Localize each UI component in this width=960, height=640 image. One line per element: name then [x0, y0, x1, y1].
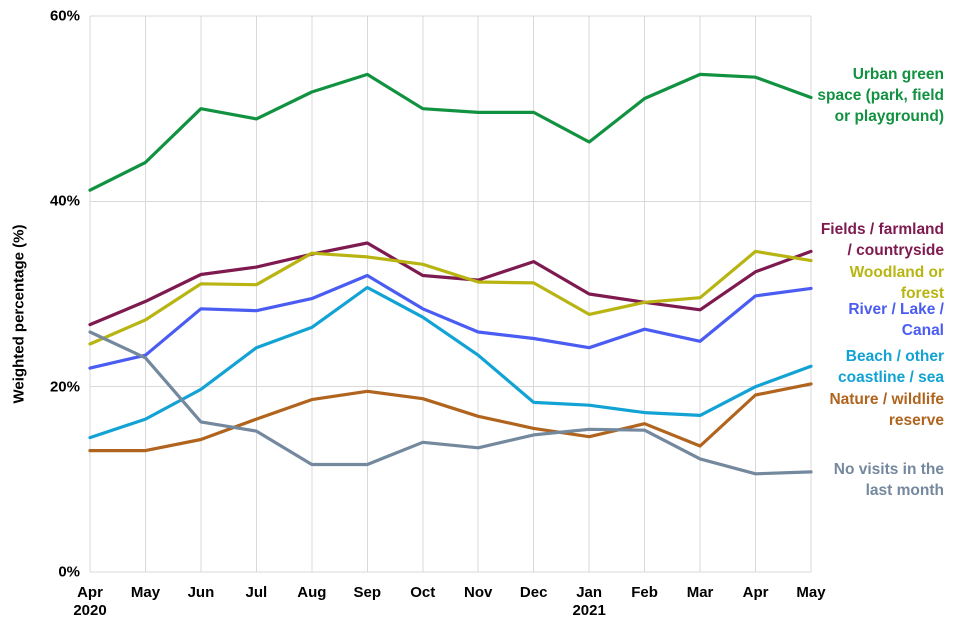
y-tick-label-20: 20% [49, 378, 80, 396]
y-tick-label-0: 0% [58, 563, 80, 581]
legend-item-beach-other-coastline-sea: Beach / other coastline / sea [838, 348, 944, 386]
x-tick-label-feb: Feb [631, 584, 658, 601]
x-tick-label-apr: Apr [742, 584, 769, 601]
legend-item-no-visits-in-the-last-month: No visits in the last month [833, 461, 944, 499]
x-tick-label-oct: Oct [410, 584, 436, 601]
legend-item-nature-wildlife-reserve: Nature / wildlife reserve [829, 391, 944, 429]
x-tick-label-dec: Dec [519, 584, 548, 601]
legend-item-fields-farmland-countryside: Fields / farmland / countryside [820, 221, 944, 259]
y-axis-title: Weighted percentage (%) [10, 224, 28, 404]
series-line-nature-wildlife-reserve [88, 382, 813, 453]
y-tick-label-40: 40% [49, 192, 80, 210]
x-tick-label-mar: Mar [686, 584, 714, 601]
legend-item-river-lake-canal: River / Lake / Canal [848, 301, 944, 339]
x-tick-label-nov: Nov [464, 584, 493, 601]
series-line-woodland-or-forest [88, 249, 813, 346]
series-line-beach-other-coastline-sea [88, 285, 813, 440]
legend-item-urban-green-space-park-field-or-playground: Urban green space (park, field or playgr… [817, 66, 944, 125]
x-tick-label-may: May [130, 584, 161, 601]
x-tick-label-sep: Sep [353, 584, 382, 601]
x-tick-label-aug: Aug [297, 584, 327, 601]
series-line-no-visits-in-the-last-month [88, 330, 813, 476]
x-tick-label-may: May [796, 584, 826, 601]
x-tick-label-jul: Jul [245, 584, 268, 601]
series-line-urban-green-space-park-field-or-playground [88, 72, 813, 192]
y-tick-label-60: 60% [49, 7, 80, 25]
series-line-fields-farmland-countryside [88, 241, 813, 327]
x-tick-label-jun: Jun [187, 584, 215, 601]
legend-item-woodland-or-forest: Woodland or forest [849, 264, 944, 302]
x-tick-label-jan-2021: Jan 2021 [572, 584, 606, 619]
x-tick-label-apr-2020: Apr 2020 [73, 584, 107, 619]
series-line-river-lake-canal [88, 273, 813, 370]
